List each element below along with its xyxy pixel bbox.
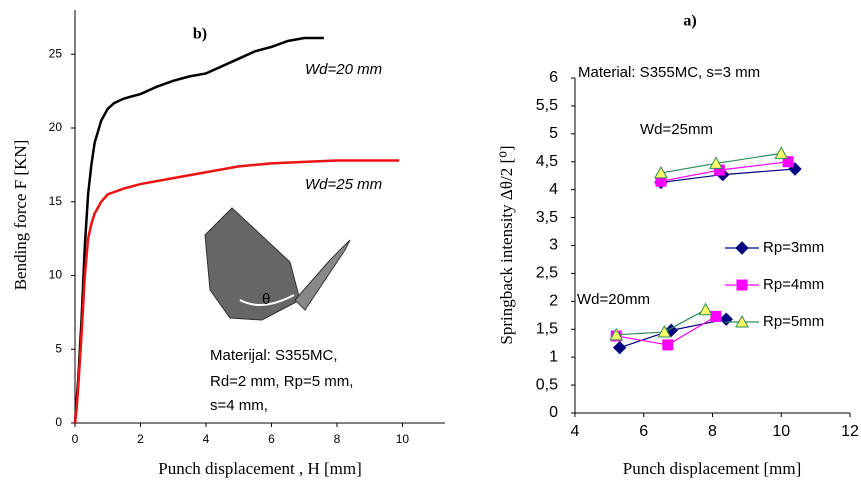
y-tick-label: 3,5 [536,209,558,226]
data-point [662,339,674,351]
annotation: Material: S355MC, s=3 mm [578,64,760,81]
y-tick-label: 2 [549,293,558,310]
y-tick-label: 4,5 [536,153,558,170]
y-tick-label: 25 [49,46,63,60]
legend-marker [735,314,749,328]
data-point [782,156,794,168]
y-tick-label: 4 [549,181,558,198]
y-tick-label: 0 [55,415,62,429]
x-tick-label: 10 [396,432,410,446]
y-axis-title: Bending force F [KN] [11,140,30,291]
x-tick-label: 4 [203,432,210,446]
x-tick-label: 10 [772,423,790,440]
annotation: Wd=20mm [577,291,650,308]
data-point [719,312,733,326]
annotation: Wd=25 mm [305,176,382,193]
annotation: θ [262,291,270,308]
inset-shape [294,239,351,311]
y-tick-label: 5 [549,125,558,142]
data-point [654,165,668,179]
legend-label: Rp=5mm [763,313,824,330]
x-tick-label: 6 [639,423,648,440]
annotation: Wd=20 mm [305,61,382,78]
chart-title: b) [193,26,207,43]
annotation: s=4 mm, [210,397,268,414]
x-axis-title: Punch displacement , H [mm] [158,459,362,478]
x-tick-label: 0 [72,432,79,446]
x-tick-label: 6 [268,432,275,446]
y-tick-label: 0 [549,404,558,421]
inset-arc [239,294,295,306]
y-tick-label: 1 [549,348,558,365]
y-tick-label: 5 [55,341,62,355]
data-point [657,324,672,338]
y-tick-label: 6 [549,69,558,86]
data-point [609,327,624,341]
x-tick-label: 4 [571,423,580,440]
data-point [709,156,723,169]
x-axis-title: Punch displacement [mm] [623,459,801,478]
inset-shape [204,207,301,321]
data-point [612,340,627,355]
y-tick-label: 3 [549,237,558,254]
legend-marker [735,241,749,255]
y-tick-label: 0,5 [536,376,558,393]
x-tick-label: 2 [137,432,144,446]
y-tick-label: 1,5 [536,320,558,337]
y-tick-label: 15 [49,194,63,208]
y-tick-label: 10 [49,268,63,282]
x-tick-label: 8 [708,423,717,440]
annotation: Wd=25mm [640,121,713,138]
y-tick-label: 2,5 [536,265,558,282]
y-axis-title: Springback intensity Δθ/2 [⁰] [497,145,516,344]
x-tick-label: 12 [841,423,859,440]
y-tick-label: 5,5 [536,97,558,114]
series-line [73,159,400,424]
legend-label: Rp=3mm [763,239,824,256]
data-point [698,302,713,316]
x-tick-label: 8 [334,432,341,446]
data-point [710,310,722,322]
annotation: Materijal: S355MC, [210,347,338,364]
legend-marker [736,279,748,291]
chart-title: a) [683,13,696,30]
legend-label: Rp=4mm [763,276,824,293]
annotation: Rd=2 mm, Rp=5 mm, [210,373,353,390]
series-line [73,36,324,424]
data-point [774,146,789,159]
y-tick-label: 20 [49,120,63,134]
